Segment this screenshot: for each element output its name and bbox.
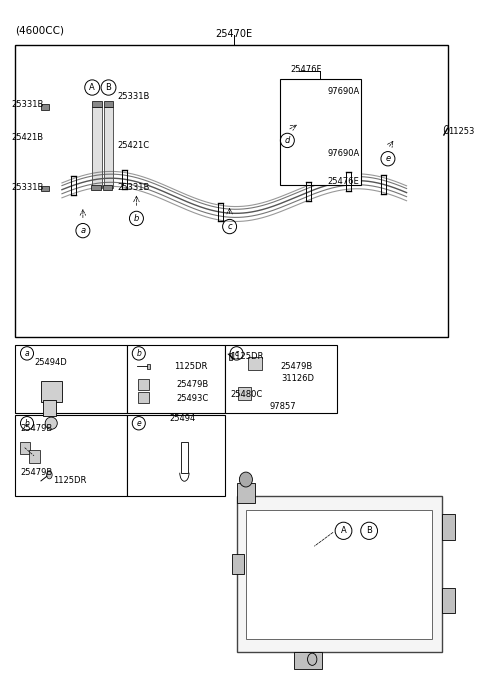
- FancyBboxPatch shape: [15, 415, 127, 496]
- Text: B: B: [106, 83, 111, 92]
- Text: 25331B: 25331B: [11, 183, 43, 192]
- Bar: [147, 364, 150, 369]
- Text: a: a: [24, 349, 29, 358]
- Bar: [43, 400, 56, 417]
- FancyBboxPatch shape: [138, 392, 149, 403]
- FancyBboxPatch shape: [127, 415, 225, 496]
- Text: 97690A: 97690A: [327, 87, 360, 96]
- FancyBboxPatch shape: [138, 379, 149, 390]
- Text: 1125DR: 1125DR: [230, 351, 264, 361]
- FancyBboxPatch shape: [237, 496, 442, 652]
- Ellipse shape: [308, 653, 317, 665]
- Text: c: c: [228, 222, 232, 231]
- FancyBboxPatch shape: [104, 106, 113, 188]
- Text: d: d: [285, 136, 290, 145]
- Bar: [92, 101, 102, 106]
- Text: 25476E: 25476E: [327, 176, 359, 186]
- Bar: [294, 652, 322, 669]
- Text: 31126D: 31126D: [281, 374, 314, 383]
- Ellipse shape: [240, 472, 252, 487]
- Text: 1125DR: 1125DR: [174, 362, 207, 370]
- Text: 25479B: 25479B: [20, 424, 52, 433]
- FancyBboxPatch shape: [280, 80, 361, 185]
- Text: 25479B: 25479B: [281, 362, 313, 370]
- Text: 25480C: 25480C: [230, 390, 263, 399]
- FancyBboxPatch shape: [20, 441, 30, 454]
- Text: 25421C: 25421C: [118, 142, 150, 151]
- Text: B: B: [366, 526, 372, 535]
- Text: 25476F: 25476F: [290, 65, 322, 74]
- Bar: [91, 185, 101, 190]
- Ellipse shape: [45, 417, 57, 429]
- FancyBboxPatch shape: [248, 357, 262, 370]
- Text: 25479B: 25479B: [176, 380, 208, 389]
- Bar: [41, 104, 49, 110]
- Text: 25493C: 25493C: [176, 394, 208, 402]
- Bar: [104, 101, 113, 106]
- FancyBboxPatch shape: [238, 387, 251, 400]
- Text: 1125DR: 1125DR: [53, 477, 86, 486]
- Text: 97690A: 97690A: [327, 150, 360, 159]
- Text: 25494D: 25494D: [34, 358, 67, 366]
- Text: (4600CC): (4600CC): [15, 25, 64, 35]
- Text: 25331B: 25331B: [118, 92, 150, 101]
- Bar: [41, 381, 62, 402]
- Bar: [232, 554, 243, 575]
- Text: 25470E: 25470E: [216, 29, 253, 39]
- Text: 97857: 97857: [269, 402, 296, 411]
- Text: 25331B: 25331B: [118, 183, 150, 192]
- Text: A: A: [89, 83, 95, 92]
- Text: a: a: [80, 226, 85, 235]
- Text: e: e: [385, 154, 391, 163]
- Text: 25331B: 25331B: [11, 100, 43, 109]
- Bar: [103, 185, 112, 190]
- Text: A: A: [341, 526, 347, 535]
- Ellipse shape: [47, 471, 52, 479]
- FancyBboxPatch shape: [127, 345, 225, 413]
- Text: b: b: [136, 349, 141, 358]
- FancyBboxPatch shape: [15, 46, 448, 337]
- Text: e: e: [136, 419, 141, 428]
- Bar: [237, 483, 255, 503]
- FancyBboxPatch shape: [180, 442, 188, 473]
- Text: b: b: [134, 214, 139, 223]
- FancyBboxPatch shape: [29, 450, 39, 462]
- Bar: [41, 186, 49, 191]
- Text: 25479B: 25479B: [20, 469, 52, 477]
- Text: c: c: [234, 349, 239, 358]
- FancyBboxPatch shape: [15, 345, 127, 413]
- Text: 25494: 25494: [169, 414, 195, 423]
- Bar: [442, 588, 455, 614]
- FancyBboxPatch shape: [246, 510, 432, 639]
- Text: 11253: 11253: [448, 127, 475, 136]
- Text: b: b: [24, 419, 29, 428]
- FancyBboxPatch shape: [92, 106, 102, 188]
- Bar: [442, 514, 455, 540]
- Text: 25421B: 25421B: [11, 133, 43, 142]
- FancyBboxPatch shape: [225, 345, 336, 413]
- Bar: [228, 353, 232, 360]
